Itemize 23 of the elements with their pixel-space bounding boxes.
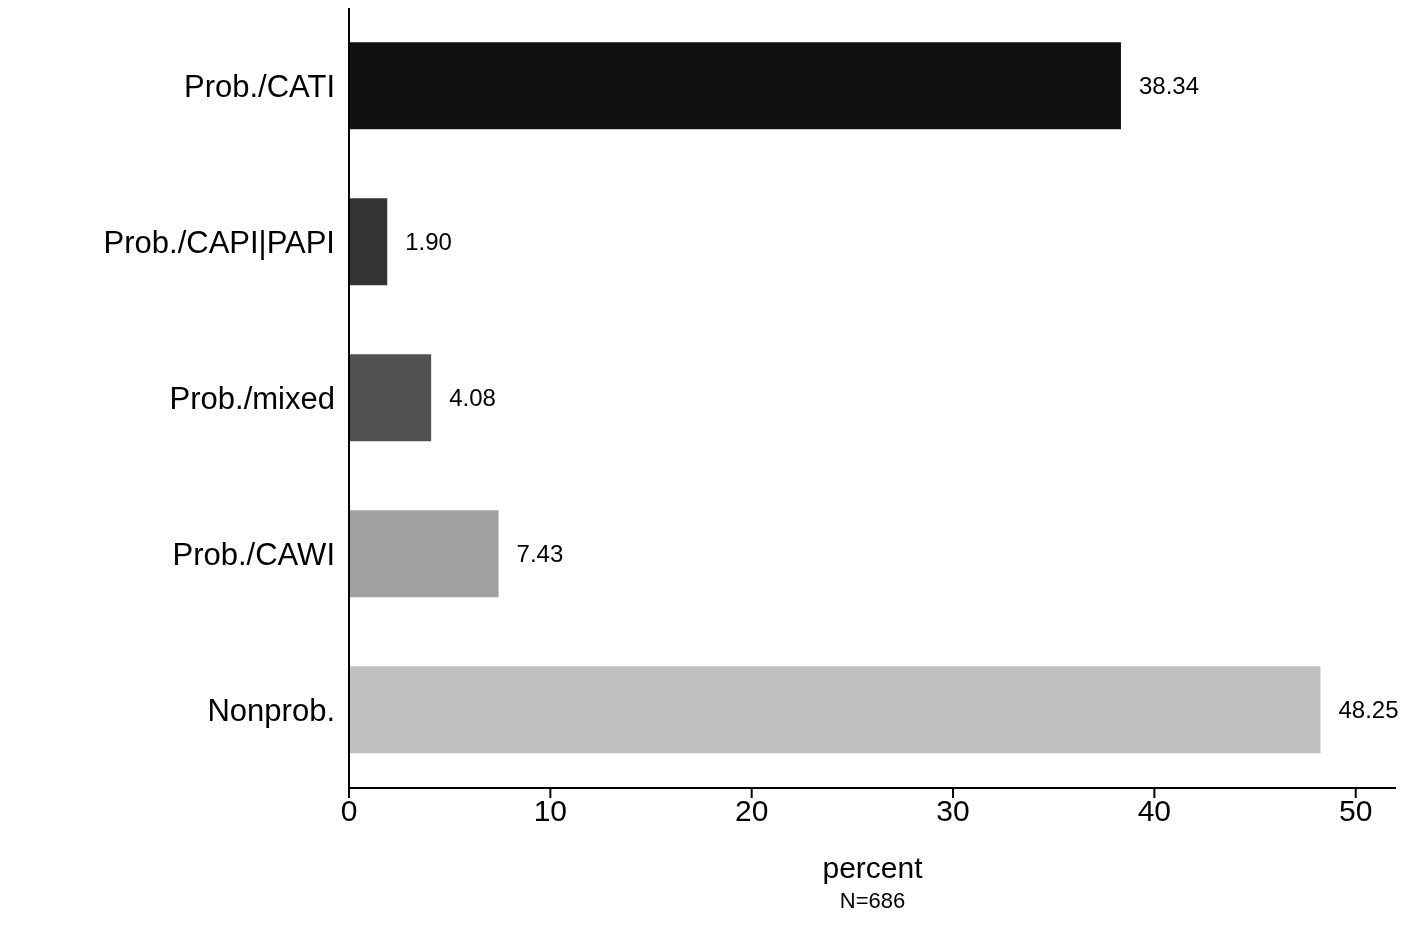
y-tick-label: Prob./CATI [183, 69, 335, 104]
y-tick-label: Prob./CAPI|PAPI [103, 225, 335, 261]
data-label: 38.34 [1138, 72, 1200, 100]
bar [349, 510, 499, 598]
bar [349, 666, 1321, 754]
data-label: 1.90 [405, 228, 452, 256]
x-axis-title: percent [822, 851, 924, 884]
bar [349, 42, 1121, 130]
x-tick-label: 40 [1137, 794, 1172, 828]
bar [349, 354, 432, 442]
data-label: 48.25 [1338, 696, 1399, 724]
x-tick-label: 20 [735, 794, 769, 828]
text: N=686 [838, 888, 907, 914]
y-tick-label: Prob./mixed [169, 381, 335, 417]
data-label: 4.08 [449, 384, 496, 412]
y-tick-label: Prob./CAWI [172, 537, 335, 573]
data-label: 7.43 [516, 540, 564, 568]
x-tick-label: 0 [340, 794, 358, 828]
x-tick-label: 30 [936, 794, 970, 828]
bar [349, 198, 388, 286]
y-tick-label: Nonprob. [207, 693, 335, 729]
x-tick-label: 10 [533, 794, 568, 828]
x-tick-label: 50 [1339, 794, 1373, 828]
